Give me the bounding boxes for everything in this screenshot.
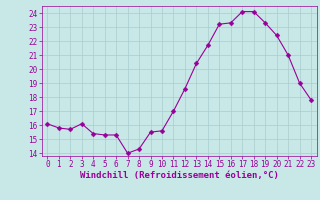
X-axis label: Windchill (Refroidissement éolien,°C): Windchill (Refroidissement éolien,°C) — [80, 171, 279, 180]
